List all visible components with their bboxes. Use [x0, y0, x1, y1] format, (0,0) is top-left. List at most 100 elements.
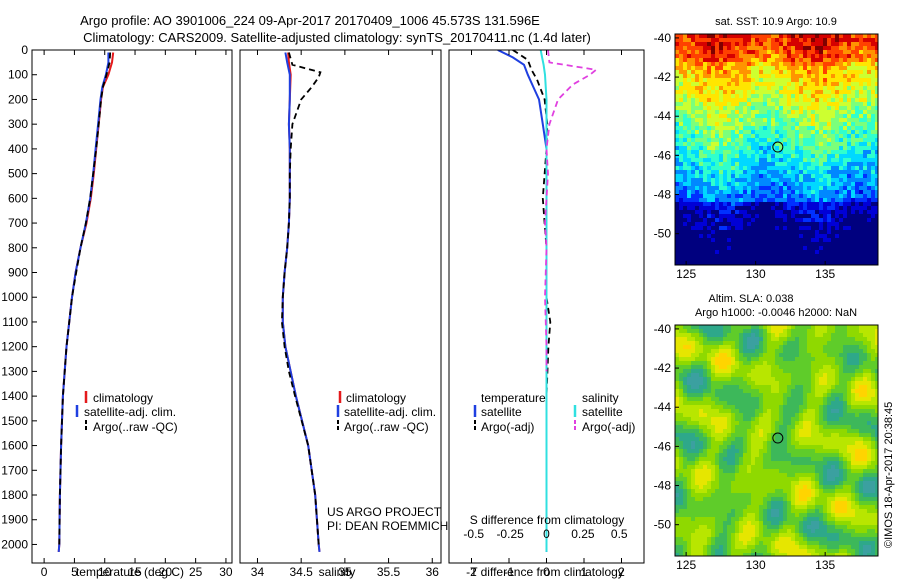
map-cell: [835, 198, 840, 203]
map-cell: [711, 66, 716, 71]
map-cell: [763, 329, 768, 334]
map-cell: [719, 222, 724, 227]
map-cell: [703, 110, 708, 115]
map-cell: [763, 214, 768, 219]
map-cell: [695, 361, 700, 366]
map-cell: [875, 74, 878, 79]
map-cell: [851, 154, 856, 159]
map-cell: [727, 142, 732, 147]
map-cell: [747, 453, 752, 458]
map-cell: [755, 437, 760, 442]
map-cell: [707, 413, 712, 418]
legend-argo-label: Argo(..raw -QC): [93, 420, 178, 434]
map-cell: [675, 234, 680, 239]
map-cell: [735, 202, 740, 207]
map-cell: [687, 162, 692, 167]
map-cell: [799, 341, 804, 346]
map-cell: [711, 138, 716, 143]
map-cell: [859, 258, 864, 263]
map-cell: [831, 82, 836, 87]
map-cell: [799, 174, 804, 179]
map-cell: [787, 505, 792, 510]
map-cell: [679, 533, 684, 538]
map-cell: [775, 377, 780, 382]
map-cell: [731, 377, 736, 382]
map-cell: [823, 190, 828, 195]
map-cell: [735, 142, 740, 147]
map-cell: [727, 445, 732, 450]
map-cell: [815, 34, 820, 39]
map-cell: [715, 122, 720, 127]
map-cell: [711, 226, 716, 231]
map-cell: [699, 465, 704, 470]
map-cell: [759, 110, 764, 115]
map-cell: [771, 210, 776, 215]
map-cell: [695, 166, 700, 171]
map-cell: [867, 102, 872, 107]
map-cell: [787, 158, 792, 163]
map-cell: [775, 146, 780, 151]
map-cell: [743, 58, 748, 63]
map-cell: [675, 218, 680, 223]
map-cell: [707, 222, 712, 227]
map-cell: [775, 361, 780, 366]
map-cell: [807, 258, 812, 263]
map-cell: [703, 489, 708, 494]
map-cell: [875, 210, 878, 215]
map-cell: [687, 485, 692, 490]
map-cell: [755, 541, 760, 546]
map-cell: [723, 162, 728, 167]
map-cell: [699, 325, 704, 330]
map-cell: [747, 102, 752, 107]
map-cell: [767, 170, 772, 175]
map-cell: [795, 210, 800, 215]
map-cell: [787, 38, 792, 43]
map-cell: [739, 170, 744, 175]
map-cell: [815, 58, 820, 63]
map-cell: [755, 94, 760, 99]
map-cell: [719, 377, 724, 382]
map-cell: [735, 517, 740, 522]
map-cell: [687, 497, 692, 502]
map-cell: [711, 337, 716, 342]
map-cell: [751, 493, 756, 498]
map-cell: [871, 130, 876, 135]
map-cell: [699, 226, 704, 231]
map-cell: [839, 74, 844, 79]
map-cell: [759, 449, 764, 454]
map-cell: [691, 226, 696, 231]
map-cell: [791, 345, 796, 350]
map-cell: [811, 74, 816, 79]
map-cell: [795, 98, 800, 103]
map-cell: [703, 254, 708, 259]
map-cell: [787, 329, 792, 334]
map-cell: [855, 198, 860, 203]
map-cell: [795, 389, 800, 394]
map-cell: [763, 437, 768, 442]
map-cell: [823, 150, 828, 155]
map-cell: [739, 78, 744, 83]
map-cell: [699, 94, 704, 99]
map-cell: [795, 513, 800, 518]
map-cell: [751, 130, 756, 135]
map-cell: [695, 365, 700, 370]
map-cell: [755, 122, 760, 127]
map-cell: [791, 533, 796, 538]
map-cell: [727, 449, 732, 454]
map-cell: [735, 449, 740, 454]
map-cell: [843, 198, 848, 203]
map-cell: [699, 38, 704, 43]
map-cell: [735, 254, 740, 259]
map-cell: [795, 262, 800, 265]
map-cell: [715, 481, 720, 486]
map-cell: [679, 122, 684, 127]
map-cell: [739, 429, 744, 434]
map-cell: [783, 349, 788, 354]
temperature-legend: climatology satellite-adj. clim. Argo(..…: [75, 391, 178, 434]
map-cell: [763, 230, 768, 235]
map-cell: [763, 114, 768, 119]
map-cell: [851, 118, 856, 123]
map-cell: [679, 54, 684, 59]
map-cell: [867, 258, 872, 263]
map-cell: [855, 262, 860, 265]
